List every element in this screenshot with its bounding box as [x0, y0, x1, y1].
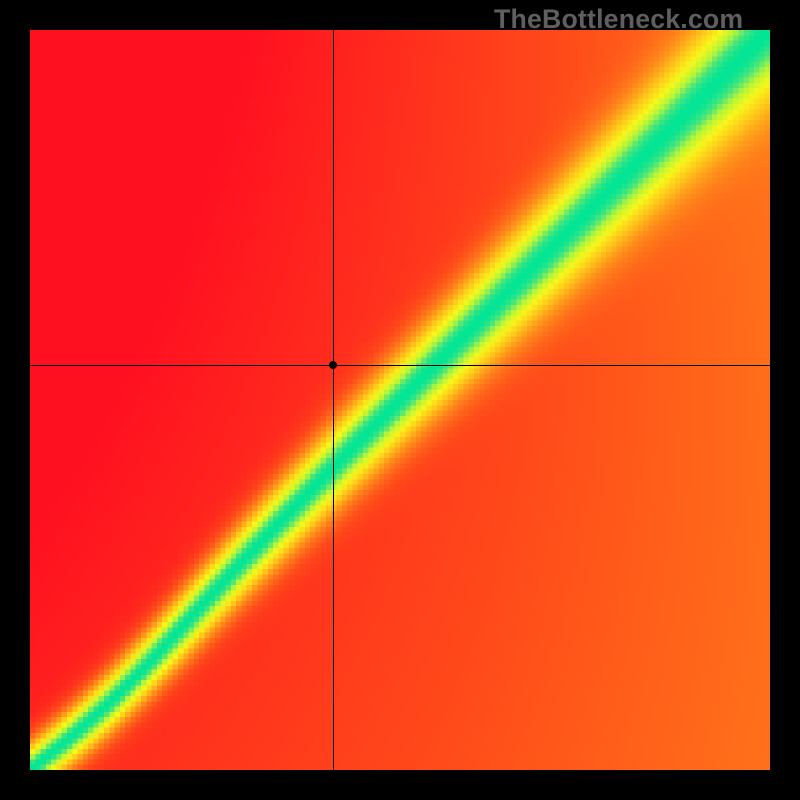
crosshair-horizontal: [30, 365, 770, 366]
heatmap-canvas: [30, 30, 770, 770]
crosshair-vertical: [333, 30, 334, 770]
heatmap-plot: [30, 30, 770, 770]
marker-dot: [329, 361, 337, 369]
